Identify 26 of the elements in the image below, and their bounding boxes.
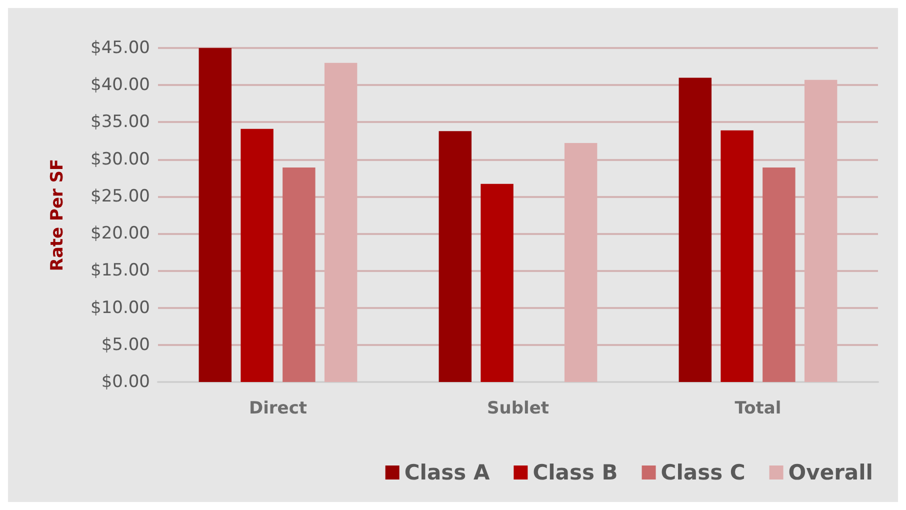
y-tick-label: $10.00 xyxy=(90,298,150,318)
y-tick-label: $20.00 xyxy=(90,224,150,244)
y-tick-label: $25.00 xyxy=(90,186,150,206)
bar xyxy=(438,131,472,382)
x-tick-label: Direct xyxy=(248,398,308,418)
y-tick-label: $30.00 xyxy=(90,149,150,170)
bar xyxy=(720,130,754,382)
x-tick-label: Total xyxy=(734,398,782,418)
legend-label: Class C xyxy=(660,460,746,484)
y-tick-label: $45.00 xyxy=(90,38,150,58)
bar xyxy=(480,184,514,382)
y-tick-label: $5.00 xyxy=(101,334,150,355)
x-tick-label: Sublet xyxy=(487,398,549,418)
y-tick-label: $0.00 xyxy=(101,372,150,392)
legend-label: Overall xyxy=(788,460,874,484)
bar xyxy=(198,48,232,382)
y-axis-title: Rate Per SF xyxy=(48,158,68,272)
legend-label: Class A xyxy=(404,460,490,484)
y-tick-label: $40.00 xyxy=(90,75,150,96)
bar xyxy=(240,128,274,382)
bar xyxy=(282,168,316,382)
legend-label: Class B xyxy=(532,460,618,484)
bar xyxy=(762,168,796,382)
y-tick-label: $35.00 xyxy=(90,112,150,132)
y-tick-label: $15.00 xyxy=(90,260,150,281)
bar xyxy=(678,78,712,382)
